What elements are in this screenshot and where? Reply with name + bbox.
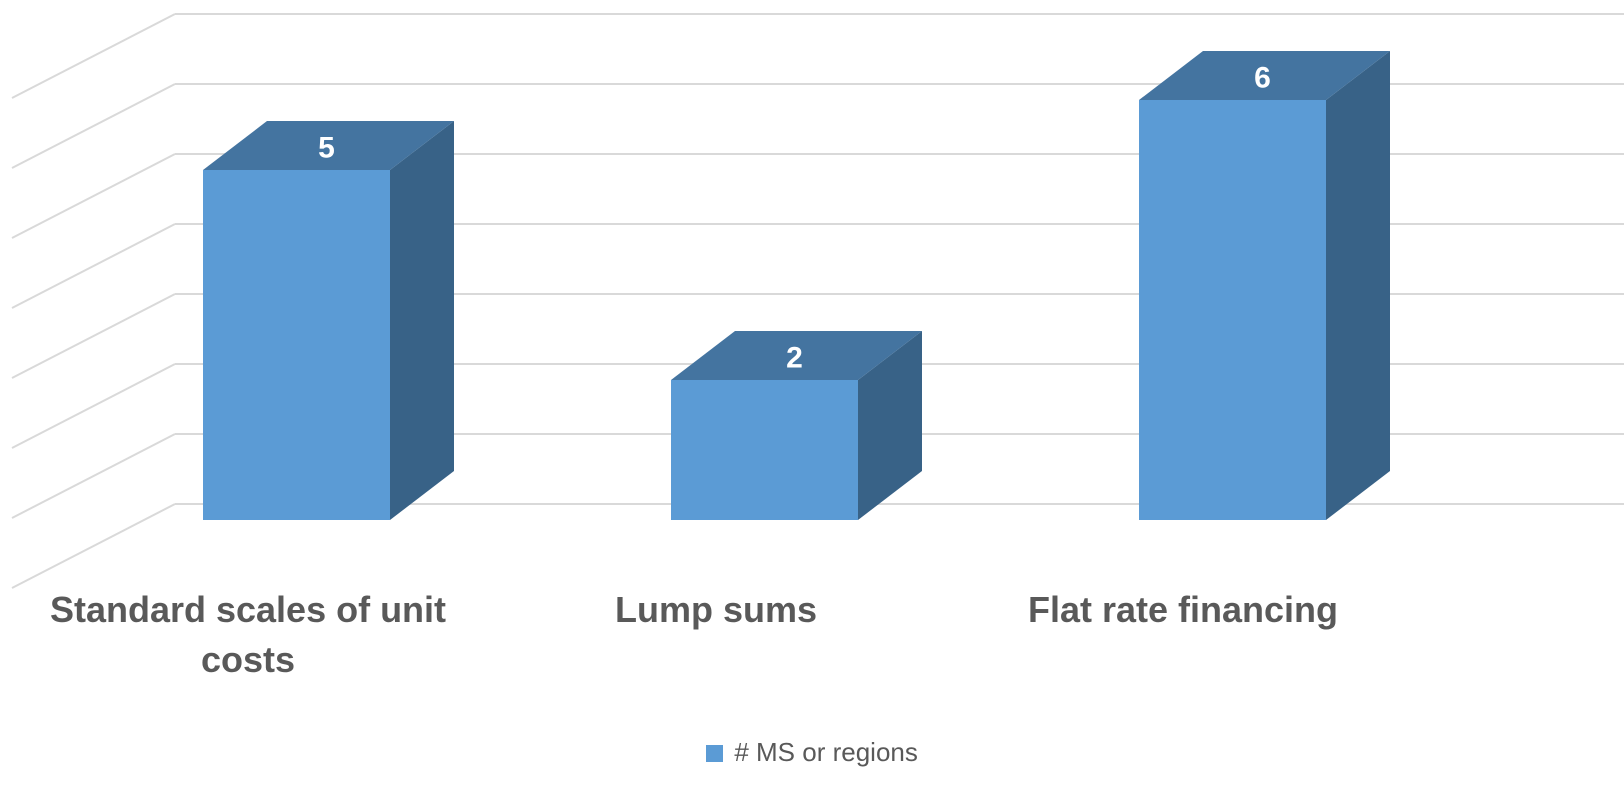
side-gridline-3	[11, 293, 176, 379]
bar-2	[1139, 51, 1390, 520]
data-label-0: 5	[318, 132, 335, 165]
category-label-0: Standard scales of unit costs	[49, 589, 447, 680]
data-labels: 5 2 6	[318, 62, 1271, 375]
side-gridline-6	[11, 83, 176, 169]
side-gridline-1	[11, 433, 176, 519]
legend-label: # MS or regions	[734, 737, 918, 767]
data-label-1: 2	[786, 342, 803, 375]
legend-swatch	[706, 745, 724, 762]
side-gridline-7	[11, 13, 176, 99]
bar-top-1	[671, 331, 922, 380]
bars	[203, 51, 1390, 520]
bar-side-2	[1326, 51, 1390, 520]
bar-front-1	[671, 380, 858, 520]
bar-front-0	[203, 170, 390, 520]
side-gridline-2	[11, 363, 176, 449]
legend: # MS or regions	[0, 736, 1624, 768]
bar-0	[203, 121, 454, 520]
bar-side-1	[858, 331, 922, 520]
bar-1	[671, 331, 922, 520]
category-label-2: Flat rate financing	[1027, 589, 1339, 630]
bar-top-2	[1139, 51, 1390, 100]
bar-top-0	[203, 121, 454, 170]
data-label-2: 6	[1254, 62, 1271, 95]
side-gridline-4	[11, 223, 176, 309]
bar-front-2	[1139, 100, 1326, 520]
category-label-1: Lump sums	[614, 589, 818, 630]
side-gridline-5	[11, 153, 176, 239]
side-gridline-0	[11, 503, 176, 589]
bar-side-0	[390, 121, 454, 520]
